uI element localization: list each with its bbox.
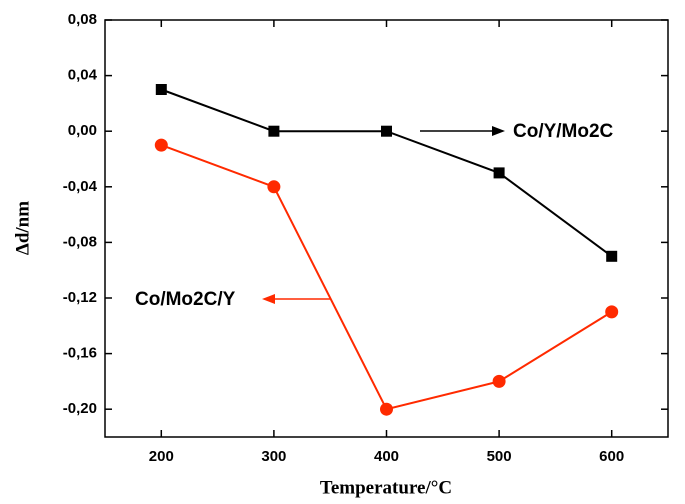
y-axis-title: Δd/nm [12,201,33,255]
marker [492,374,506,388]
x-tick-label: 300 [261,448,286,465]
x-axis-title: Temperature/°C [320,477,452,498]
marker [154,138,168,152]
annotation-arrowhead [262,294,275,304]
plot-frame [104,19,669,438]
y-tick-label: 0,04 [68,67,98,84]
marker [268,125,280,137]
marker [380,402,393,416]
marker [267,180,281,194]
y-tick-label: -0,16 [63,345,97,362]
marker [155,84,167,95]
series-line [160,144,613,411]
x-tick-label: 200 [149,448,174,465]
marker [381,125,392,137]
marker [606,250,618,262]
y-tick-label: 0,08 [68,11,97,28]
y-tick-label: -0,04 [63,178,98,195]
x-tick-label: 400 [374,448,399,465]
marker [493,167,505,179]
x-tick-label: 500 [487,448,512,465]
annotation-arrowhead [492,126,505,136]
y-tick-label: 0,00 [68,122,97,139]
series-line [160,88,613,258]
y-tick-label: -0,12 [63,289,97,306]
series-label: Co/Y/Mo2C [513,121,614,142]
y-tick-label: -0,08 [63,233,97,250]
x-tick-label: 600 [599,448,624,465]
series-label: Co/Mo2C/Y [135,289,236,310]
y-tick-label: -0,20 [63,400,97,417]
marker [605,305,619,319]
